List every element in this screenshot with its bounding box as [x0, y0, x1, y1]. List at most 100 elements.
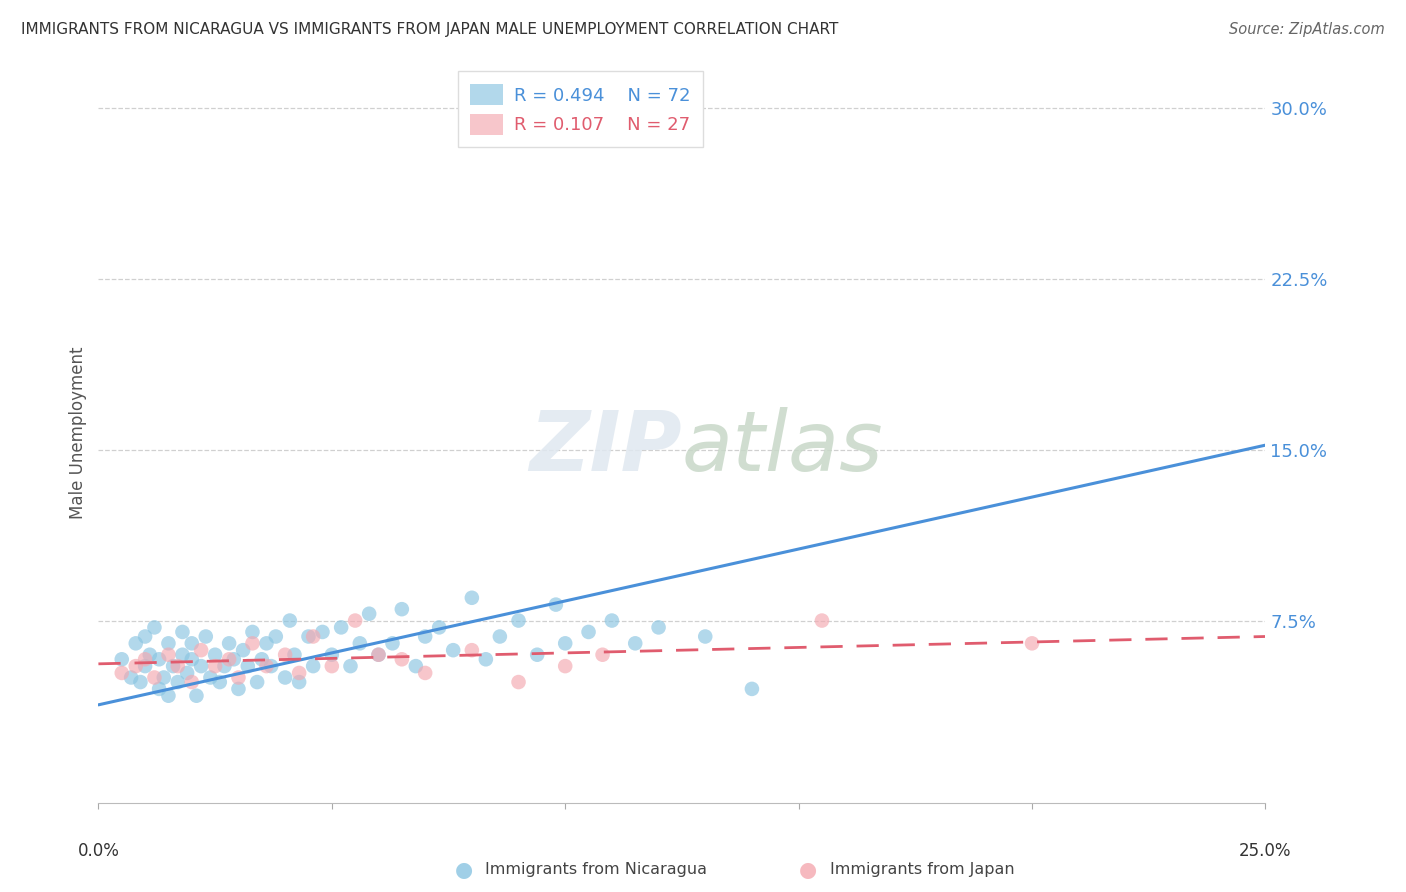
- Point: [695, 630, 717, 644]
- Point: [461, 591, 484, 605]
- Point: [274, 648, 297, 662]
- Point: [367, 648, 389, 662]
- Point: [391, 602, 413, 616]
- Point: [274, 671, 297, 685]
- Point: [405, 659, 427, 673]
- Point: [302, 630, 325, 644]
- Point: [162, 659, 184, 673]
- Point: [302, 659, 325, 673]
- Point: [180, 675, 202, 690]
- Point: [578, 624, 600, 639]
- Point: [461, 643, 484, 657]
- Point: [180, 652, 202, 666]
- Point: [381, 636, 404, 650]
- Point: [172, 624, 194, 639]
- Point: [413, 665, 436, 680]
- Point: [741, 681, 763, 696]
- Point: [278, 614, 301, 628]
- Point: [554, 659, 576, 673]
- Point: [359, 607, 381, 621]
- Point: [600, 614, 623, 628]
- Point: [157, 689, 180, 703]
- Point: [349, 636, 371, 650]
- Point: [260, 659, 283, 673]
- Point: [427, 620, 450, 634]
- Point: [339, 659, 361, 673]
- Point: [148, 681, 170, 696]
- Point: [256, 636, 278, 650]
- Point: [208, 675, 231, 690]
- Text: ●: ●: [456, 860, 472, 880]
- Point: [288, 665, 311, 680]
- Point: [143, 620, 166, 634]
- Point: [228, 681, 250, 696]
- Text: Source: ZipAtlas.com: Source: ZipAtlas.com: [1229, 22, 1385, 37]
- Point: [242, 624, 264, 639]
- Point: [190, 643, 212, 657]
- Point: [311, 624, 333, 639]
- Point: [232, 643, 254, 657]
- Point: [204, 659, 226, 673]
- Point: [592, 648, 614, 662]
- Legend: R = 0.494    N = 72, R = 0.107    N = 27: R = 0.494 N = 72, R = 0.107 N = 27: [457, 71, 703, 147]
- Point: [250, 652, 273, 666]
- Point: [172, 648, 194, 662]
- Point: [143, 671, 166, 685]
- Point: [129, 675, 152, 690]
- Point: [489, 630, 512, 644]
- Point: [330, 620, 353, 634]
- Point: [157, 636, 180, 650]
- Point: [218, 636, 240, 650]
- Point: [139, 648, 162, 662]
- Text: IMMIGRANTS FROM NICARAGUA VS IMMIGRANTS FROM JAPAN MALE UNEMPLOYMENT CORRELATION: IMMIGRANTS FROM NICARAGUA VS IMMIGRANTS …: [21, 22, 838, 37]
- Point: [134, 659, 156, 673]
- Point: [367, 648, 389, 662]
- Point: [647, 620, 669, 634]
- Point: [134, 630, 156, 644]
- Point: [157, 648, 180, 662]
- Point: [134, 652, 156, 666]
- Point: [246, 675, 269, 690]
- Point: [111, 665, 134, 680]
- Y-axis label: Male Unemployment: Male Unemployment: [69, 346, 87, 519]
- Point: [297, 630, 319, 644]
- Point: [148, 652, 170, 666]
- Point: [508, 614, 530, 628]
- Point: [554, 636, 576, 650]
- Point: [228, 671, 250, 685]
- Point: [180, 636, 202, 650]
- Point: [544, 598, 567, 612]
- Point: [200, 671, 222, 685]
- Point: [186, 689, 208, 703]
- Point: [441, 643, 464, 657]
- Point: [391, 652, 413, 666]
- Point: [321, 659, 343, 673]
- Point: [152, 671, 174, 685]
- Point: [222, 652, 245, 666]
- Point: [811, 614, 834, 628]
- Point: [111, 652, 134, 666]
- Point: [125, 659, 148, 673]
- Point: [256, 659, 278, 673]
- Point: [166, 675, 188, 690]
- Text: ZIP: ZIP: [529, 407, 682, 488]
- Point: [475, 652, 498, 666]
- Text: ●: ●: [800, 860, 817, 880]
- Point: [508, 675, 530, 690]
- Text: Immigrants from Japan: Immigrants from Japan: [830, 863, 1014, 877]
- Point: [344, 614, 367, 628]
- Point: [218, 652, 240, 666]
- Point: [413, 630, 436, 644]
- Point: [264, 630, 287, 644]
- Point: [120, 671, 142, 685]
- Point: [204, 648, 226, 662]
- Point: [214, 659, 236, 673]
- Point: [283, 648, 305, 662]
- Point: [166, 659, 188, 673]
- Point: [125, 636, 148, 650]
- Point: [624, 636, 647, 650]
- Point: [190, 659, 212, 673]
- Point: [194, 630, 217, 644]
- Text: 0.0%: 0.0%: [77, 841, 120, 860]
- Text: Immigrants from Nicaragua: Immigrants from Nicaragua: [485, 863, 707, 877]
